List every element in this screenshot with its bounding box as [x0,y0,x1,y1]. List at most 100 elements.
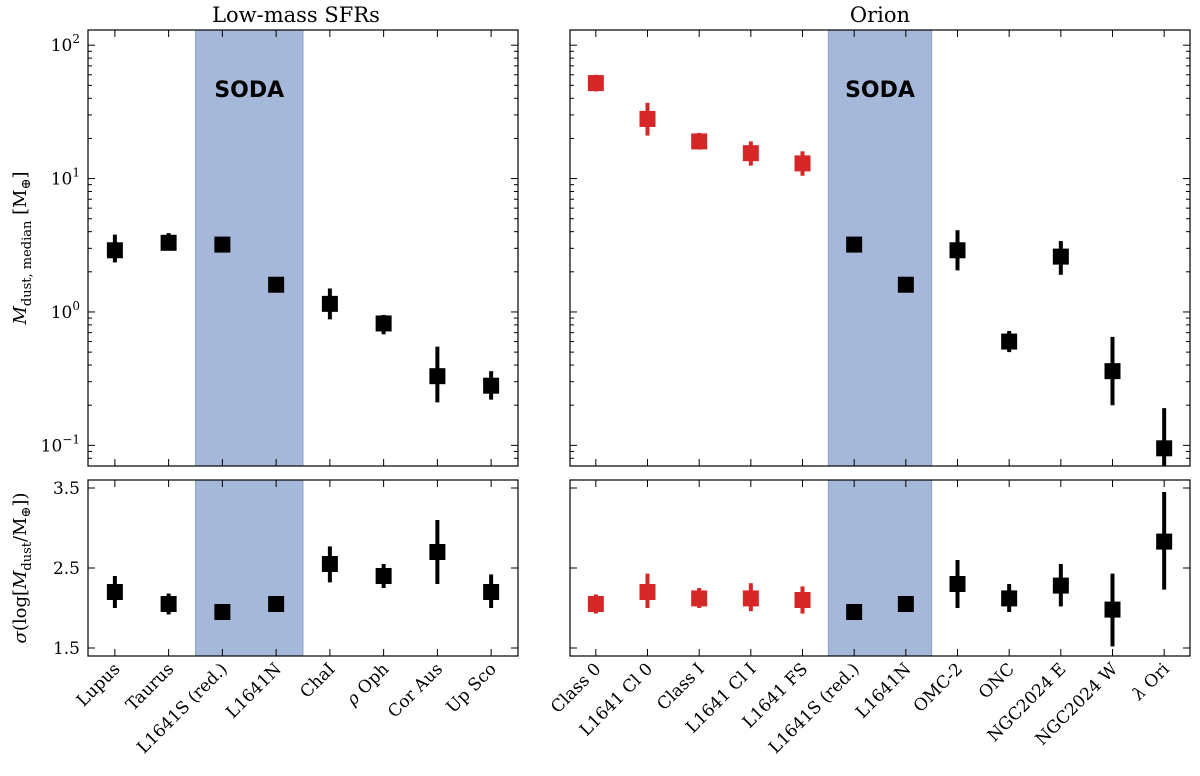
point-marker [1052,577,1069,594]
soda-label: SODA [845,78,915,103]
point-marker [106,584,123,600]
panel-title: Orion [850,3,910,27]
data-point [268,276,285,293]
point-marker [691,133,708,150]
category-label: OMC-2 [910,659,967,716]
data-point [639,102,656,136]
point-marker [429,368,446,385]
point-marker [1001,590,1018,607]
y-tick-label: 3.5 [53,479,80,499]
point-marker [897,596,914,612]
data-point [429,520,446,584]
data-point [1052,564,1069,607]
data-point [949,560,966,608]
data-point [1156,492,1173,590]
data-point [742,141,759,166]
point-marker [949,242,966,259]
data-point [742,583,759,612]
category-label: ONC [975,659,1019,703]
data-point [214,236,231,253]
data-point [483,371,500,400]
panel-low-mass-top: Low-mass SFRs SODA 10−1 100 101 102 [41,3,519,467]
data-point [794,586,811,614]
data-point [375,564,392,588]
y-tick-label: 101 [51,166,80,190]
point-marker [639,110,656,127]
category-label: L1641N [222,659,285,722]
data-point [587,594,604,614]
data-point [1104,573,1121,647]
category-label: Lupus [73,659,124,710]
panel-title: Low-mass SFRs [212,3,380,27]
category-label: Up Sco [443,659,501,717]
point-marker [949,576,966,592]
point-marker [742,145,759,162]
point-marker [742,590,759,607]
category-label: ChaI [296,659,339,702]
point-marker [160,234,177,251]
data-point [897,276,914,293]
data-point [639,573,656,608]
soda-band [828,30,932,466]
point-marker [1001,333,1018,350]
category-label: L1641S (red.) [765,659,864,758]
point-marker [1156,533,1173,550]
point-marker [897,276,914,293]
data-point [321,288,338,320]
point-marker [106,242,123,259]
y-axis-label-sigma: σ(log[Mdust/M⊕]) [10,493,35,644]
y-tick-label: 1.5 [53,639,80,659]
axis-frame [569,29,1191,467]
data-point [106,234,123,263]
point-marker [268,596,285,612]
point-marker [639,584,656,600]
data-point [483,574,500,608]
data-point [321,546,338,583]
data-point [1001,330,1018,353]
point-marker [483,584,500,600]
point-marker [268,276,285,293]
data-point [846,604,863,620]
y-tick-label: 10−1 [41,432,80,456]
point-marker [846,236,863,253]
soda-band [195,480,303,656]
soda-band [828,480,932,656]
point-marker [375,315,392,332]
soda-label: SODA [214,78,284,103]
point-marker [1052,248,1069,265]
data-point [587,74,604,92]
point-marker [429,544,446,560]
point-marker [1104,601,1121,618]
point-marker [375,568,392,584]
data-point [106,576,123,608]
point-marker [1156,440,1173,457]
data-point [1104,336,1121,406]
point-marker [321,556,338,572]
category-label: L1641N [852,659,915,722]
data-point [160,593,177,615]
point-marker [846,604,863,620]
point-marker [794,592,811,608]
axis-frame [569,479,1191,657]
point-marker [587,75,604,92]
data-point [1052,241,1069,275]
category-label: Cor Aus [384,659,447,722]
data-point [794,151,811,176]
y-axis-label-mass: Mdust, median [M⊕] [10,171,35,325]
data-point [375,314,392,335]
data-point [691,132,708,150]
axis-frame [87,479,519,657]
soda-band [195,30,303,466]
axis-frame [87,29,519,467]
panel-orion-top: Orion SODA [569,3,1191,467]
data-point [691,588,708,608]
point-marker [214,604,231,620]
data-point [429,346,446,403]
point-marker [483,377,500,394]
data-point [268,596,285,612]
data-point [1156,408,1173,466]
data-point [160,233,177,251]
point-marker [1104,363,1121,380]
